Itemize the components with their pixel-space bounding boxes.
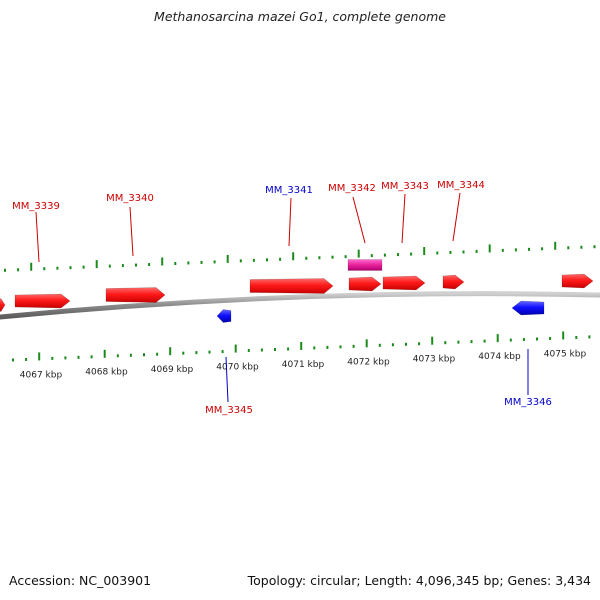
- gene-arrow-mm3345[interactable]: [442, 274, 465, 290]
- gene-label-mm3343: MM_3343: [381, 181, 429, 192]
- genome-title: Methanosarcina mazei Go1, complete genom…: [154, 9, 446, 24]
- gene-arrow-mm3340[interactable]: [105, 287, 166, 303]
- label-leader-line: [452, 192, 461, 242]
- gene-arrow-edge[interactable]: [0, 298, 6, 312]
- genome-summary-text: Topology: circular; Length: 4,096,345 bp…: [247, 573, 591, 588]
- gene-labels: MM_3339 MM_3340 MM_3341 MM_3342 MM_3343 MM_33…: [12, 180, 552, 416]
- scale-label: 4075 kbp: [544, 349, 587, 359]
- scale-label: 4071 kbp: [282, 360, 325, 370]
- scale-labels: 4067 kbp 4068 kbp 4069 kbp 4070 kbp 4071 kbp…: [20, 349, 587, 380]
- accession-text: Accession: NC_003901: [9, 573, 152, 588]
- genome-backbone: [0, 291, 600, 320]
- gene-label-mm3340: MM_3340: [106, 193, 154, 204]
- scale-label: 4067 kbp: [20, 370, 63, 380]
- scale-label: 4070 kbp: [216, 363, 259, 373]
- label-leader-line: [401, 193, 406, 244]
- label-leader-line: [288, 197, 292, 247]
- gene-arrow-mm3346[interactable]: [511, 300, 545, 316]
- scale-label: 4073 kbp: [413, 355, 456, 365]
- label-leader-line: [129, 206, 134, 257]
- upper-minor-ticks: [4, 241, 596, 272]
- label-leader-line: [35, 211, 40, 263]
- gene-label-mm3346: MM_3346: [504, 397, 552, 408]
- gene-label-mm3344: MM_3344: [437, 180, 485, 191]
- gene-label-mm3341: MM_3341: [265, 185, 313, 196]
- gene-arrow-mm3343b[interactable]: [347, 259, 383, 271]
- lower-scale-ticks: [12, 331, 591, 362]
- gene-label-mm3345: MM_3345: [205, 405, 253, 416]
- gene-label-mm3342: MM_3342: [328, 183, 376, 194]
- gene-arrow-mm3341[interactable]: [216, 309, 232, 323]
- label-leader-line: [225, 356, 229, 403]
- scale-label: 4069 kbp: [151, 365, 194, 375]
- scale-label: 4074 kbp: [478, 352, 521, 362]
- scale-label: 4072 kbp: [347, 357, 390, 367]
- gene-arrow-mm3344[interactable]: [382, 275, 426, 291]
- label-leader-line: [352, 196, 366, 244]
- gene-features[interactable]: [0, 259, 594, 323]
- scale-label: 4068 kbp: [85, 368, 128, 378]
- gene-label-mm3339: MM_3339: [12, 201, 60, 212]
- gene-arrow-edge-right[interactable]: [561, 273, 594, 289]
- gene-arrow-mm3339[interactable]: [14, 293, 71, 309]
- gene-arrow-mm3342[interactable]: [249, 278, 334, 294]
- gene-label-leaders: [35, 192, 529, 403]
- gene-arrow-mm3343[interactable]: [348, 276, 382, 292]
